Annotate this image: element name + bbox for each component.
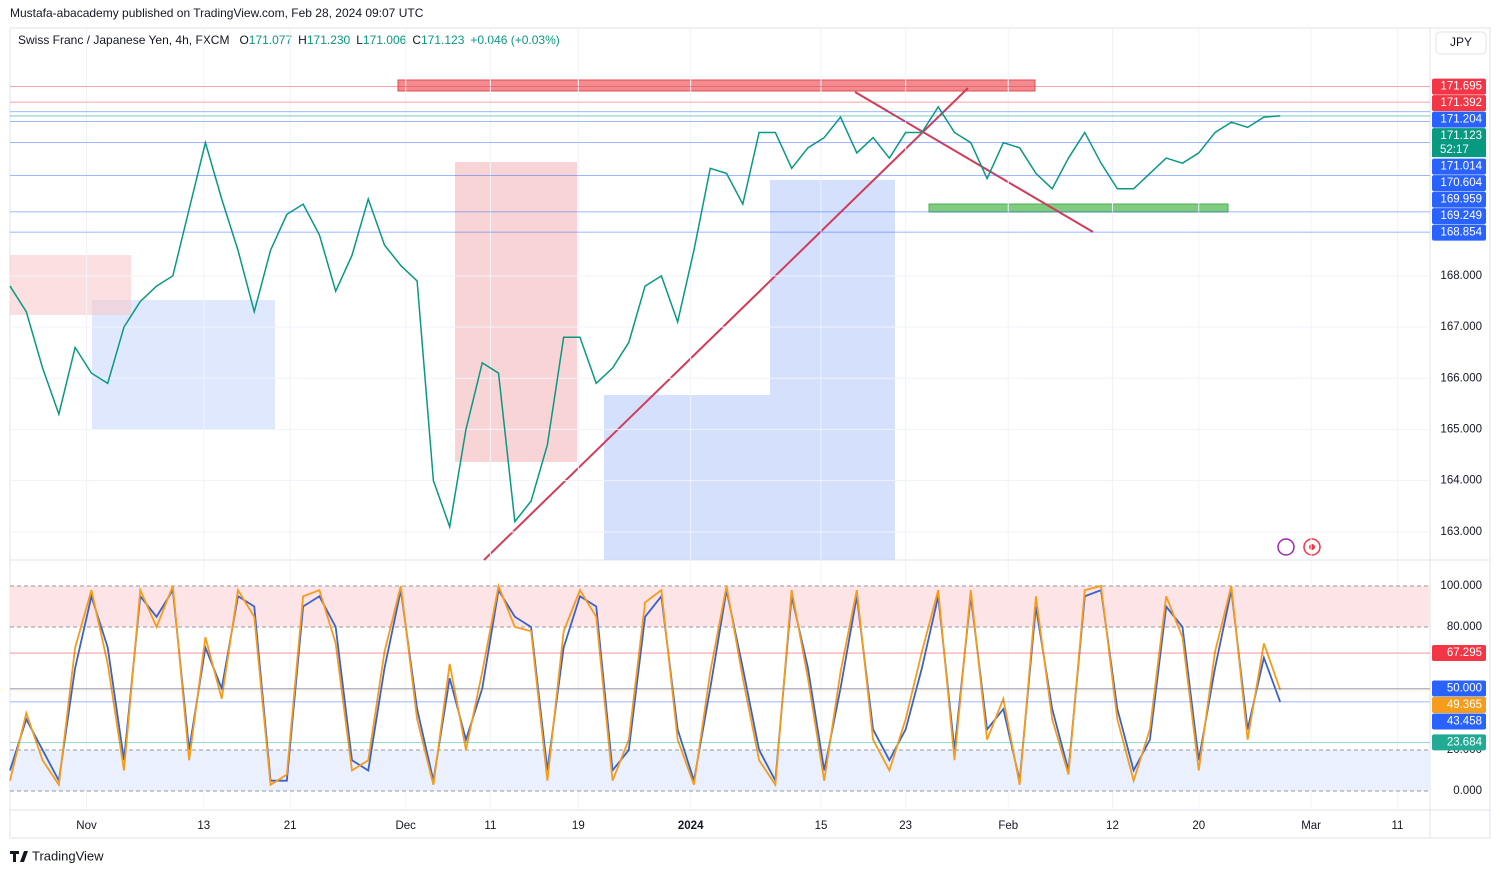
y-tick-label: 163.000 [1440,526,1482,538]
oversold-band [10,749,1430,791]
event-icon-dot [1309,544,1315,550]
x-tick-label: 2024 [678,820,704,832]
ohlc-value: 171.006 [363,33,407,47]
price-label-bg [1432,111,1486,128]
x-tick-label: 20 [1192,820,1205,832]
x-tick-label: Dec [395,820,416,832]
resistance-fill [10,255,131,315]
chart-frame [9,27,1491,839]
price-label: 67.295 [1447,647,1482,659]
series-line [9,105,1281,530]
trend-line [483,87,969,561]
ohlc-value: 171.123 [421,33,465,47]
trend-line [854,91,1094,233]
price-label: 50.000 [1447,683,1482,695]
price-label-bg [1432,680,1486,697]
x-tick-label: 13 [197,820,210,832]
price-label-bg [1432,78,1486,95]
x-tick-label: 21 [284,820,297,832]
price-label: 170.604 [1440,177,1482,189]
alert-icon[interactable] [1277,538,1295,556]
price-label: 171.204 [1440,114,1482,126]
countdown-bg [1432,143,1486,158]
price-label: 49.365 [1447,699,1482,711]
price-label-bg [1432,208,1486,225]
x-tick-label: 11 [1391,820,1403,832]
symbol-header: Swiss Franc / Japanese Yen, 4h, FXCM O171… [18,33,560,47]
y-tick-label: 0.000 [1453,785,1482,797]
brand-logo [10,851,28,862]
x-tick-label: 15 [815,820,828,832]
x-tick-label: Mar [1301,820,1321,832]
y-tick-label: 168.000 [1440,270,1482,282]
price-label: 169.959 [1440,194,1482,206]
ohlc-name: H [298,33,307,47]
currency-button[interactable] [1435,31,1487,55]
y-tick-label: 167.000 [1440,321,1482,333]
price-label-bg [1432,645,1486,662]
price-change: +0.046 (+0.03%) [470,33,559,47]
price-label: 168.854 [1440,227,1482,239]
brand-name: TradingView [32,848,104,863]
price-label-bg [1432,224,1486,241]
x-tick-label: 11 [484,820,496,832]
ohlc-name: C [412,33,421,47]
price-label-bg [1432,734,1486,751]
ohlc-name: O [239,33,248,47]
published-text: Mustafa-abacademy published on TradingVi… [10,6,424,20]
currency-label: JPY [1450,35,1472,49]
resistance-zone [397,79,1036,92]
price-label: 171.014 [1440,161,1482,173]
y-tick-label: 100.000 [1440,580,1482,592]
support-fill [604,395,895,560]
price-label: 43.458 [1447,716,1482,728]
ohlc-value: 171.077 [249,33,293,47]
price-label: 171.392 [1440,97,1482,109]
support-fill [770,180,895,395]
price-label-bg [1432,175,1486,192]
price-label-bg [1432,696,1486,713]
price-label: 171.123 [1440,130,1482,142]
x-tick-label: 12 [1106,820,1119,832]
series-line [9,582,1282,788]
price-label-bg [1432,95,1486,112]
ohlc-value: 171.230 [307,33,351,47]
price-label: 169.249 [1440,210,1482,222]
resistance-fill [455,162,577,462]
y-tick-label: 166.000 [1440,372,1482,384]
x-tick-label: 23 [899,820,912,832]
price-label-bg [1432,128,1486,145]
x-tick-label: Feb [998,820,1018,832]
y-tick-label: 164.000 [1440,475,1482,487]
x-tick-label: Nov [76,820,97,832]
ohlc-name: L [356,33,363,47]
x-tick-label: 19 [572,820,585,832]
event-icon[interactable] [1303,538,1321,556]
price-label-bg [1432,713,1486,730]
price-label: 23.684 [1447,736,1483,748]
price-label: 171.695 [1440,81,1482,93]
price-label-bg [1432,158,1486,175]
price-label-bg [1432,191,1486,208]
support-fill [92,300,275,430]
symbol-title: Swiss Franc / Japanese Yen, 4h, FXCM [18,33,229,47]
y-tick-label: 80.000 [1447,621,1482,633]
support-zone [928,203,1229,213]
y-tick-label: 165.000 [1440,423,1482,435]
countdown: 52:17 [1440,144,1469,156]
